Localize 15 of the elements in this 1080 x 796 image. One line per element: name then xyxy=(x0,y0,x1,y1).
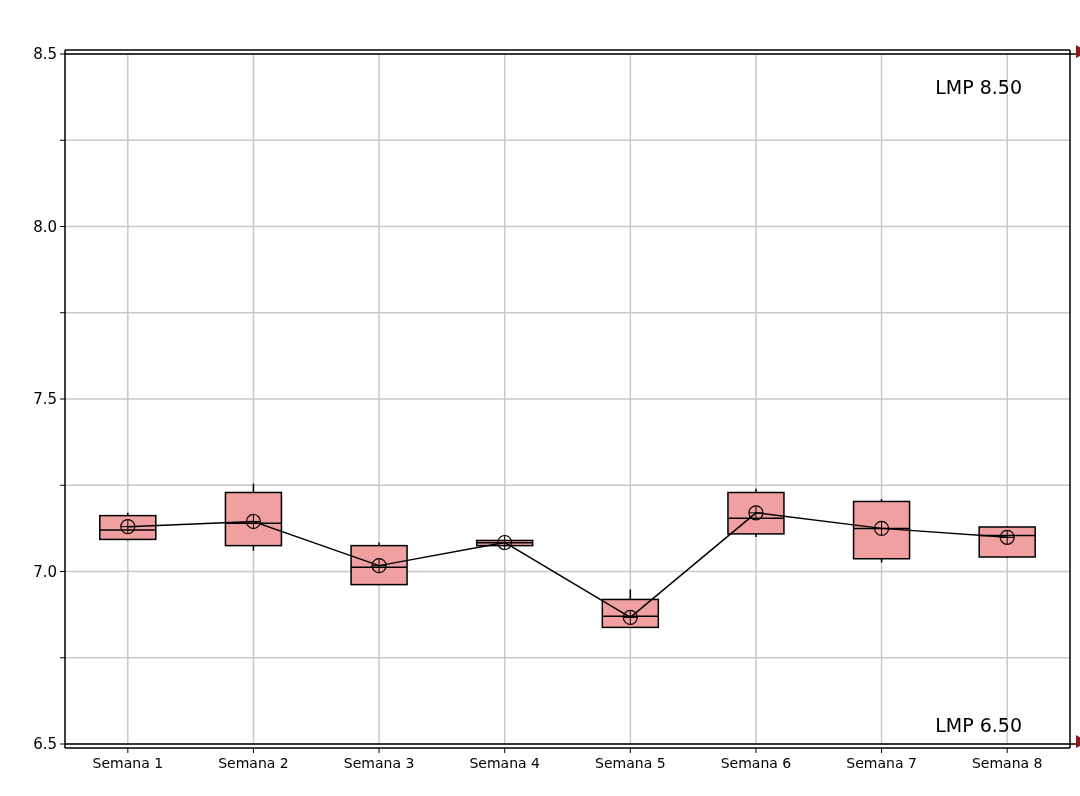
x-tick-label: Semana 2 xyxy=(218,755,289,771)
y-tick-label: 6.5 xyxy=(33,735,57,754)
x-tick-label: Semana 7 xyxy=(846,755,917,771)
ref-line-label: LMP 8.50 xyxy=(935,76,1022,98)
x-tick-label: Semana 6 xyxy=(720,755,792,771)
x-tick-label: Semana 1 xyxy=(92,755,164,771)
y-tick-label: 8.5 xyxy=(33,45,57,64)
x-tick-label: Semana 8 xyxy=(971,755,1043,771)
y-tick-label: 7.5 xyxy=(33,390,57,409)
y-tick-label: 7.0 xyxy=(33,562,57,581)
y-tick-label: 8.0 xyxy=(33,217,57,236)
x-tick-label: Semana 4 xyxy=(469,755,541,771)
ref-line-label: LMP 6.50 xyxy=(935,714,1022,736)
x-tick-label: Semana 3 xyxy=(343,755,415,771)
x-tick-label: Semana 5 xyxy=(595,755,666,771)
